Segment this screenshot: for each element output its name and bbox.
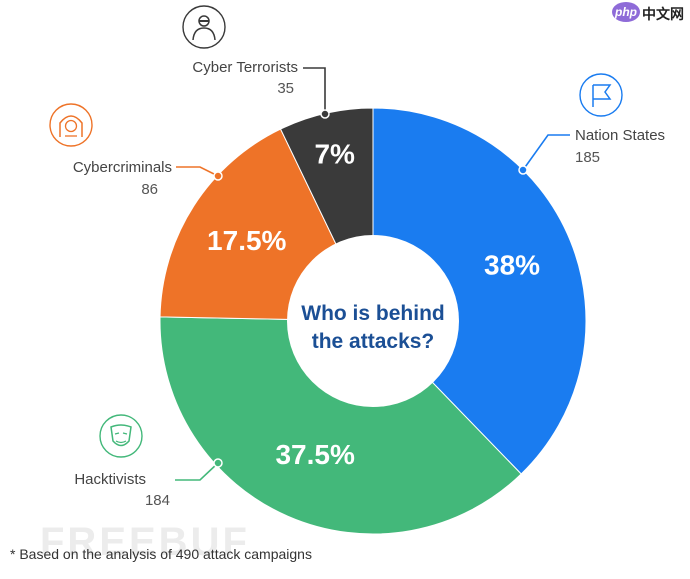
leader-line-cyber-terrorists <box>303 67 326 114</box>
percent-label-hacktivists: 37.5% <box>275 439 354 470</box>
segment-name-cybercriminals: Cybercriminals <box>73 159 172 176</box>
terrorist-icon <box>182 5 226 49</box>
hooded-figure-icon <box>49 103 93 147</box>
flag-icon <box>579 73 623 117</box>
mask-icon <box>99 414 143 458</box>
percent-label-nation-states: 38% <box>484 250 540 281</box>
slice-hacktivists <box>159 316 522 535</box>
segment-name-hacktivists: Hacktivists <box>74 471 146 488</box>
center-title-line-2: the attacks? <box>312 330 435 353</box>
center-title-line-1: Who is behind <box>301 302 444 325</box>
leader-dot-cyber-terrorists <box>320 109 330 119</box>
leader-dot-hacktivists <box>213 458 223 468</box>
segment-value-cybercriminals: 86 <box>141 181 158 198</box>
watermark-text: 中文网 <box>642 6 684 22</box>
segment-name-nation-states: Nation States <box>575 127 665 144</box>
percent-label-cybercriminals: 17.5% <box>207 225 286 256</box>
footnote: * Based on the analysis of 490 attack ca… <box>10 546 312 562</box>
segment-value-hacktivists: 184 <box>145 492 170 509</box>
leader-dot-cybercriminals <box>213 171 223 181</box>
leader-dot-nation-states <box>518 165 528 175</box>
donut-hole <box>287 235 459 407</box>
site-watermark: php 中文网 <box>602 0 690 26</box>
segment-value-nation-states: 185 <box>575 149 600 166</box>
leader-line-hacktivists <box>175 462 219 481</box>
faint-watermark: FREEBUF <box>40 520 250 564</box>
segment-name-cyber-terrorists: Cyber Terrorists <box>192 59 298 76</box>
percent-label-cyber-terrorists: 7% <box>314 138 355 169</box>
leader-line-nation-states <box>522 134 570 171</box>
leader-line-cybercriminals <box>176 166 219 177</box>
segment-value-cyber-terrorists: 35 <box>277 80 294 97</box>
slice-nation-states <box>372 107 587 475</box>
php-logo: php <box>612 2 640 22</box>
